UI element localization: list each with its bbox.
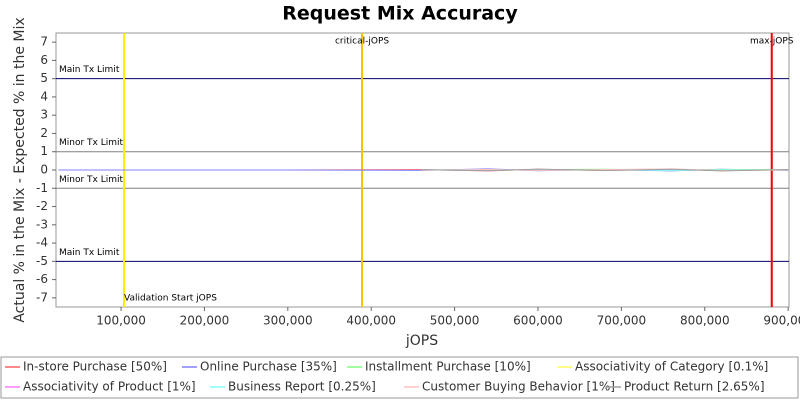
legend-label: Online Purchase [35%]	[200, 360, 337, 374]
reference-label: Validation Start jOPS	[124, 294, 217, 304]
x-tick-label: 600,000	[513, 314, 563, 328]
y-tick-label: 2	[40, 126, 48, 140]
x-tick-label: 300,000	[263, 314, 313, 328]
y-tick-label: 3	[40, 108, 48, 122]
y-tick-label: -4	[36, 236, 48, 250]
x-tick-label: 200,000	[180, 314, 230, 328]
legend-label: Installment Purchase [10%]	[365, 360, 531, 374]
reference-label: Main Tx Limit	[59, 248, 120, 258]
reference-label: Main Tx Limit	[59, 65, 120, 75]
legend-label: Customer Buying Behavior [1%]	[422, 380, 615, 394]
y-tick-label: 6	[40, 53, 48, 67]
legend-label: In-store Purchase [50%]	[23, 360, 167, 374]
legend-label: Associativity of Product [1%]	[23, 380, 196, 394]
y-tick-label: -6	[36, 272, 48, 286]
y-tick-label: 4	[40, 89, 48, 103]
reference-label: critical-jOPS	[335, 37, 389, 47]
x-tick-label: 800,000	[680, 314, 730, 328]
y-tick-label: -7	[36, 290, 48, 304]
y-tick-label: 0	[40, 163, 48, 177]
y-axis-label: Actual % in the Mix - Expected % in the …	[12, 17, 28, 322]
x-axis-label: jOPS	[405, 333, 438, 349]
x-tick-label: 500,000	[430, 314, 480, 328]
x-tick-label: 900,000	[763, 314, 800, 328]
legend-label: Associativity of Category [0.1%]	[575, 360, 768, 374]
x-tick-label: 400,000	[346, 314, 396, 328]
x-tick-label: 100,000	[96, 314, 146, 328]
chart-title: Request Mix Accuracy	[282, 3, 518, 25]
y-tick-label: -1	[36, 181, 48, 195]
y-tick-label: 5	[40, 71, 48, 85]
reference-label: max-jOPS	[750, 37, 794, 47]
y-tick-label: -3	[36, 217, 48, 231]
y-tick-label: 1	[40, 144, 48, 158]
y-tick-label: -5	[36, 254, 48, 268]
legend-label: Product Return [2.65%]	[624, 380, 765, 394]
x-tick-label: 700,000	[597, 314, 647, 328]
y-tick-label: -2	[36, 199, 48, 213]
reference-label: Minor Tx Limit	[59, 138, 124, 148]
legend-label: Business Report [0.25%]	[228, 380, 376, 394]
y-tick-label: 7	[40, 35, 48, 49]
reference-label: Minor Tx Limit	[59, 175, 124, 185]
series-line	[421, 168, 789, 172]
legend	[0, 356, 799, 399]
